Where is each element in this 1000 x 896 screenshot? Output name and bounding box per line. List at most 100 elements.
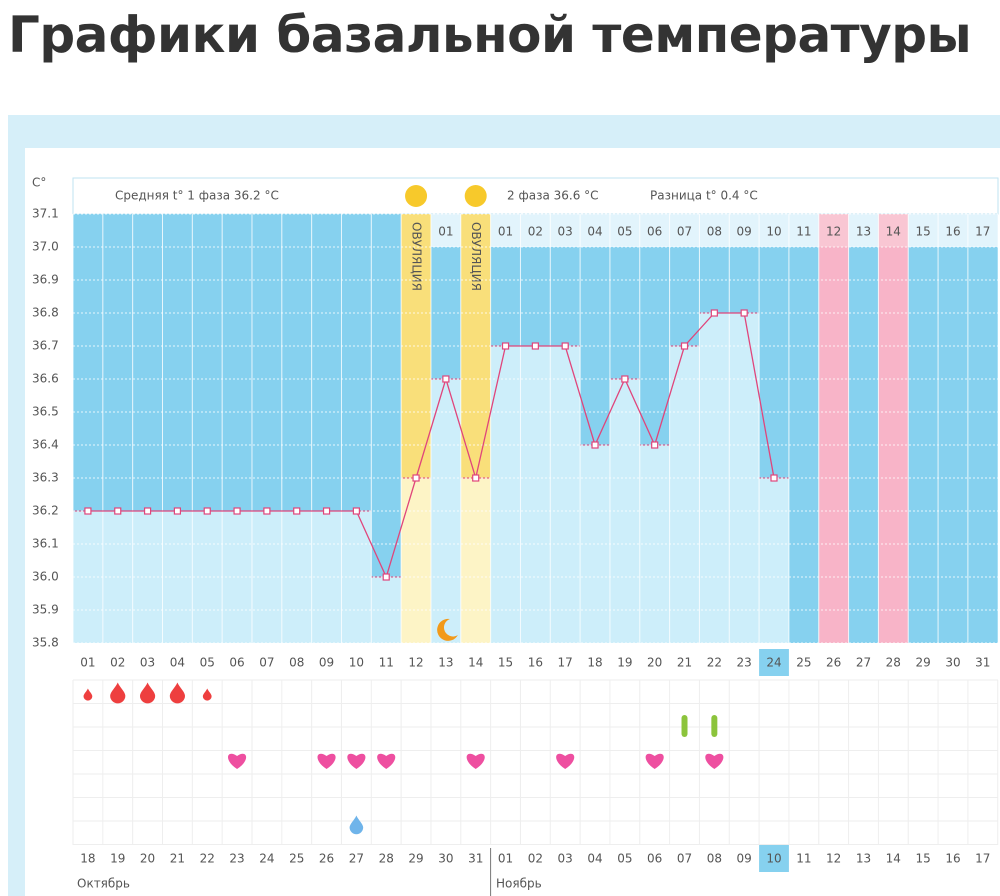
y-tick-label: 36.7 bbox=[32, 339, 59, 353]
heart bbox=[645, 753, 664, 769]
date-label: 15 bbox=[916, 852, 931, 866]
date-label: 10 bbox=[766, 852, 781, 866]
date-label: 20 bbox=[140, 852, 155, 866]
phase-day-label: 09 bbox=[737, 225, 752, 239]
phase-day-label: 16 bbox=[945, 225, 960, 239]
phase-day-label: 15 bbox=[916, 225, 931, 239]
x-tick-label: 01 bbox=[80, 656, 95, 670]
temperature-point bbox=[352, 507, 360, 515]
today-cell bbox=[759, 649, 789, 676]
phase-day-label: 17 bbox=[975, 225, 990, 239]
date-label: 18 bbox=[80, 852, 95, 866]
temperature-point bbox=[740, 309, 748, 317]
date-label: 13 bbox=[856, 852, 871, 866]
phase-day-cell bbox=[490, 214, 521, 247]
x-tick-label: 08 bbox=[289, 656, 304, 670]
x-tick-label: 27 bbox=[856, 656, 871, 670]
temperature-line bbox=[87, 312, 775, 579]
temperature-bar bbox=[490, 346, 521, 643]
date-label: 01 bbox=[498, 852, 513, 866]
x-tick-label: 17 bbox=[558, 656, 573, 670]
x-tick-label: 14 bbox=[468, 656, 483, 670]
phase-day-label: 10 bbox=[766, 225, 781, 239]
x-tick-label: 28 bbox=[886, 656, 901, 670]
ovulation-sun bbox=[405, 185, 428, 207]
blue-drop bbox=[349, 815, 364, 835]
temperature-point bbox=[84, 507, 92, 515]
temperature-point bbox=[531, 342, 539, 350]
x-tick-label: 16 bbox=[528, 656, 543, 670]
ovulation-sun bbox=[464, 185, 487, 207]
date-label: 25 bbox=[289, 852, 304, 866]
temperature-bar bbox=[520, 346, 551, 643]
x-tick-label: 25 bbox=[796, 656, 811, 670]
month-label: Ноябрь bbox=[496, 877, 542, 891]
date-label: 21 bbox=[170, 852, 185, 866]
x-tick-label: 04 bbox=[170, 656, 185, 670]
x-tick-label: 21 bbox=[677, 656, 692, 670]
temperature-point bbox=[621, 375, 629, 383]
x-tick-label: 09 bbox=[319, 656, 334, 670]
phase-day-label: 12 bbox=[826, 225, 841, 239]
y-tick-label: 36.0 bbox=[32, 570, 59, 584]
heart bbox=[228, 753, 247, 769]
x-tick-label: 24 bbox=[766, 656, 781, 670]
phase-day-label: 04 bbox=[587, 225, 602, 239]
x-tick-label: 02 bbox=[110, 656, 125, 670]
heavy-bleeding bbox=[110, 682, 126, 704]
phase2-label: 2 фаза 36.6 °C bbox=[507, 189, 599, 203]
phase-day-cell bbox=[967, 214, 998, 247]
phase-day-cell bbox=[669, 214, 700, 247]
date-label: 24 bbox=[259, 852, 274, 866]
light-bleeding bbox=[83, 688, 93, 701]
temperature-point bbox=[412, 474, 420, 482]
green-marker bbox=[711, 715, 718, 737]
date-label: 14 bbox=[886, 852, 901, 866]
heavy-bleeding bbox=[169, 682, 186, 704]
phase-day-cell bbox=[609, 214, 640, 247]
y-tick-label: 37.0 bbox=[32, 240, 59, 254]
phase-day-cell bbox=[818, 214, 849, 247]
temperature-point bbox=[472, 474, 480, 482]
x-tick-label: 07 bbox=[259, 656, 274, 670]
date-label: 30 bbox=[438, 852, 453, 866]
phase-day-label: 02 bbox=[528, 225, 543, 239]
heart bbox=[377, 753, 396, 769]
date-label: 05 bbox=[617, 852, 632, 866]
temperature-point bbox=[591, 441, 599, 449]
date-label: 12 bbox=[826, 852, 841, 866]
moon bbox=[437, 618, 458, 641]
date-label: 16 bbox=[945, 852, 960, 866]
phase-day-cell bbox=[639, 214, 670, 247]
x-tick-label: 03 bbox=[140, 656, 155, 670]
heart bbox=[466, 753, 485, 769]
x-tick-label: 18 bbox=[587, 656, 602, 670]
temperature-point bbox=[680, 342, 689, 350]
column-bg bbox=[371, 214, 402, 643]
phase-day-cell bbox=[550, 214, 581, 247]
x-tick-label: 15 bbox=[498, 656, 513, 670]
temperature-point bbox=[203, 507, 211, 515]
y-tick-label: 35.9 bbox=[32, 603, 59, 617]
date-label: 17 bbox=[975, 852, 990, 866]
today-date-cell bbox=[759, 845, 789, 872]
phase-day-label: 05 bbox=[617, 225, 632, 239]
phase-day-cell bbox=[759, 214, 789, 247]
light-bleeding bbox=[202, 688, 212, 701]
temperature-point bbox=[770, 474, 778, 482]
date-label: 31 bbox=[468, 852, 483, 866]
unit-label: C° bbox=[32, 176, 46, 190]
phase-day-cell bbox=[520, 214, 551, 247]
x-tick-label: 29 bbox=[916, 656, 931, 670]
date-label: 03 bbox=[558, 852, 573, 866]
y-tick-label: 36.8 bbox=[32, 306, 59, 320]
date-label: 08 bbox=[707, 852, 722, 866]
ovulation-label: ОВУЛЯЦИЯ bbox=[410, 222, 424, 291]
temperature-bar bbox=[669, 346, 700, 643]
ovulation-label: ОВУЛЯЦИЯ bbox=[469, 222, 483, 291]
x-tick-label: 05 bbox=[200, 656, 215, 670]
x-tick-label: 26 bbox=[826, 656, 841, 670]
x-tick-label: 11 bbox=[379, 656, 394, 670]
phase-day-label: 08 bbox=[707, 225, 722, 239]
